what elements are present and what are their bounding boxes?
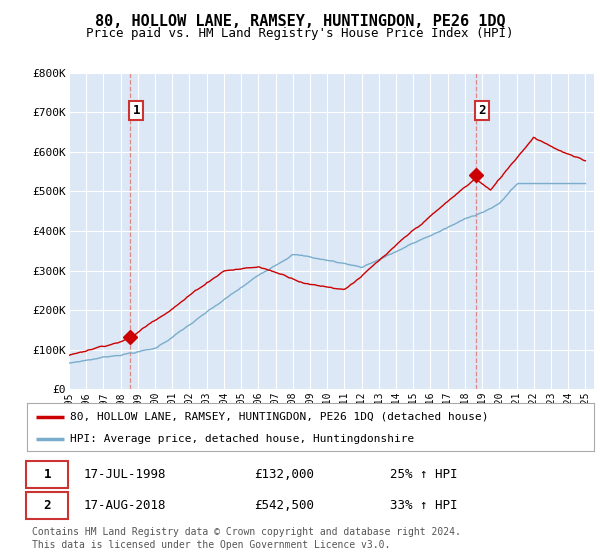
Text: 33% ↑ HPI: 33% ↑ HPI (390, 498, 457, 512)
Text: 1: 1 (43, 468, 51, 482)
Text: 80, HOLLOW LANE, RAMSEY, HUNTINGDON, PE26 1DQ: 80, HOLLOW LANE, RAMSEY, HUNTINGDON, PE2… (95, 14, 505, 29)
Text: 17-JUL-1998: 17-JUL-1998 (84, 468, 166, 482)
Text: Price paid vs. HM Land Registry's House Price Index (HPI): Price paid vs. HM Land Registry's House … (86, 27, 514, 40)
Text: 25% ↑ HPI: 25% ↑ HPI (390, 468, 457, 482)
Text: £132,000: £132,000 (254, 468, 314, 482)
Text: HPI: Average price, detached house, Huntingdonshire: HPI: Average price, detached house, Hunt… (70, 434, 414, 444)
FancyBboxPatch shape (26, 492, 68, 519)
Text: 17-AUG-2018: 17-AUG-2018 (84, 498, 166, 512)
Text: 80, HOLLOW LANE, RAMSEY, HUNTINGDON, PE26 1DQ (detached house): 80, HOLLOW LANE, RAMSEY, HUNTINGDON, PE2… (70, 412, 488, 422)
Text: 2: 2 (43, 498, 51, 512)
Text: This data is licensed under the Open Government Licence v3.0.: This data is licensed under the Open Gov… (32, 540, 390, 549)
Text: 1: 1 (133, 104, 140, 117)
Text: 2: 2 (478, 104, 485, 117)
FancyBboxPatch shape (26, 461, 68, 488)
Text: £542,500: £542,500 (254, 498, 314, 512)
Text: Contains HM Land Registry data © Crown copyright and database right 2024.: Contains HM Land Registry data © Crown c… (32, 527, 460, 537)
